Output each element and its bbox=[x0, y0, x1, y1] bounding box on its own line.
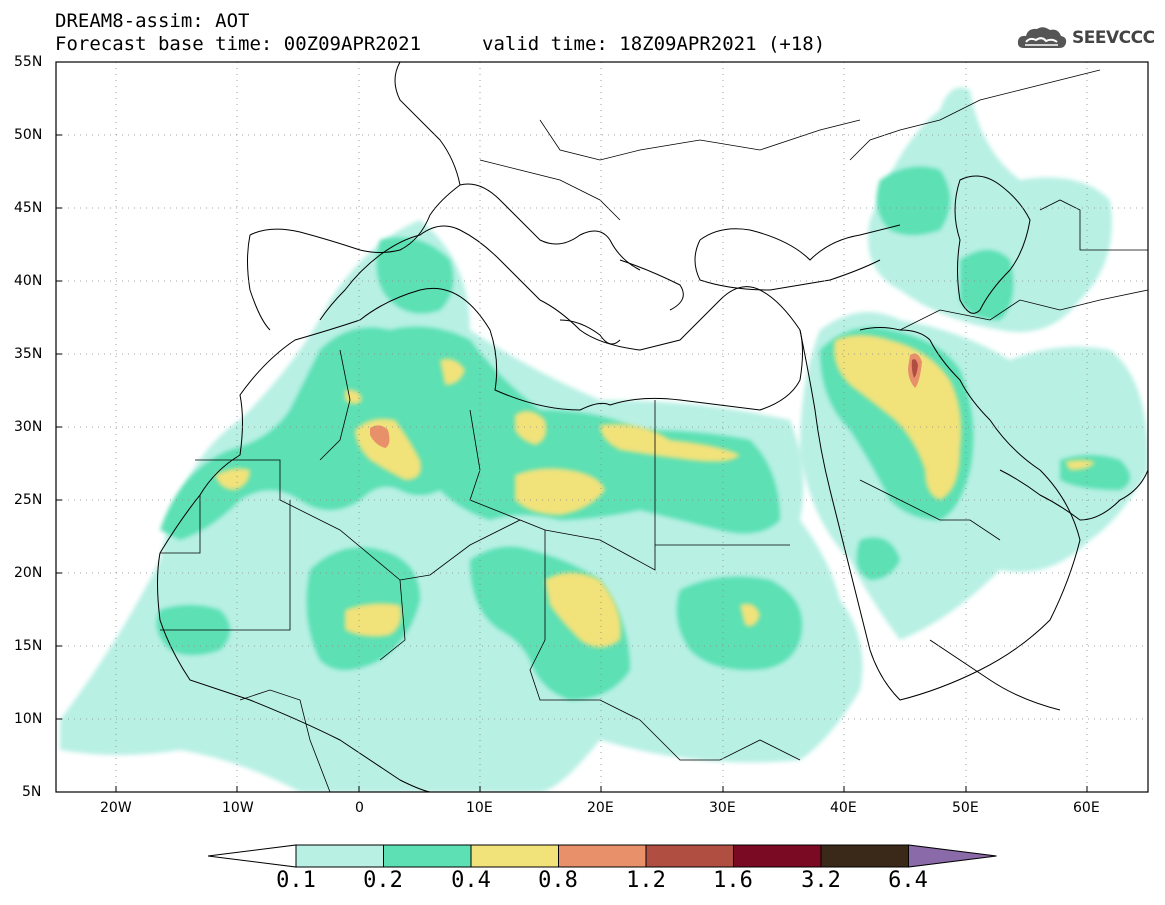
lon-tick-label: 60E bbox=[1073, 800, 1100, 816]
lon-tick-label: 40E bbox=[830, 800, 857, 816]
lat-tick-label: 55N bbox=[14, 54, 43, 70]
lat-tick-label: 40N bbox=[14, 273, 43, 289]
lat-tick-label: 50N bbox=[14, 127, 43, 143]
lon-tick-label: 50E bbox=[952, 800, 979, 816]
colorbar-label: 0.2 bbox=[363, 868, 403, 893]
lat-tick-label: 15N bbox=[14, 638, 43, 654]
colorbar-label: 6.4 bbox=[888, 868, 928, 893]
forecast-base-time: Forecast base time: 00Z09APR2021 bbox=[55, 33, 422, 55]
colorbar-label: 1.2 bbox=[626, 868, 666, 893]
lon-tick-label: 10E bbox=[466, 800, 493, 816]
tick-marks bbox=[56, 61, 1088, 793]
lon-tick-label: 20E bbox=[587, 800, 614, 816]
lat-tick-label: 35N bbox=[14, 346, 43, 362]
chart-title: DREAM8-assim: AOT bbox=[55, 10, 250, 32]
lon-tick-label: 0 bbox=[355, 800, 364, 816]
colorbar-label: 0.4 bbox=[451, 868, 491, 893]
valid-time: valid time: 18Z09APR2021 (+18) bbox=[482, 33, 826, 55]
lat-tick-label: 45N bbox=[14, 200, 43, 216]
colorbar-label: 0.1 bbox=[276, 868, 316, 893]
lat-tick-label: 20N bbox=[14, 565, 43, 581]
lon-tick-label: 30E bbox=[709, 800, 736, 816]
colorbar-label: 1.6 bbox=[713, 868, 753, 893]
coastlines bbox=[157, 62, 1148, 792]
borders bbox=[160, 69, 1148, 792]
lat-tick-label: 30N bbox=[14, 419, 43, 435]
colorbar-label: 0.8 bbox=[538, 868, 578, 893]
aot-field bbox=[60, 87, 1148, 792]
lon-tick-label: 10W bbox=[222, 800, 254, 816]
lat-tick-label: 5N bbox=[22, 784, 42, 800]
lon-tick-label: 20W bbox=[100, 800, 132, 816]
graticule bbox=[56, 62, 1148, 792]
logo-text: SEEVCCC bbox=[1072, 28, 1155, 48]
colorbar-label: 3.2 bbox=[801, 868, 841, 893]
cloud-icon bbox=[1017, 27, 1067, 48]
lat-tick-label: 25N bbox=[14, 492, 43, 508]
seevccc-logo: SEEVCCC bbox=[1016, 24, 1155, 52]
lat-tick-label: 10N bbox=[14, 711, 43, 727]
